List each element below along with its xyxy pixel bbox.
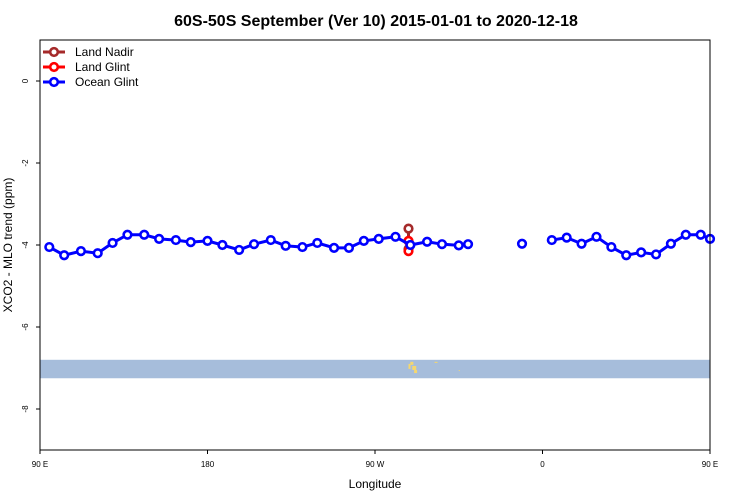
land-nadir-point [403, 223, 414, 234]
ocean-glint-point [280, 240, 291, 251]
ocean-glint-point [606, 241, 617, 253]
land-speck [408, 363, 411, 369]
legend-marker-land-glint [48, 61, 60, 73]
x-axis-label: Longitude [349, 477, 402, 491]
land-speck [414, 370, 418, 374]
ocean-glint-point [139, 229, 150, 240]
land-speck [458, 370, 460, 372]
ocean-glint-point [312, 237, 323, 249]
legend-label-land-nadir: Land Nadir [75, 45, 134, 59]
chart-title: 60S-50S September (Ver 10) 2015-01-01 to… [174, 13, 578, 30]
ocean-glint-point [621, 250, 632, 261]
ocean-glint-point [343, 242, 355, 253]
ocean-glint-point [591, 231, 602, 242]
ocean-glint-point [92, 248, 103, 259]
legend-marker-ocean-glint [48, 76, 60, 88]
y-tick-label: 0 [21, 78, 30, 83]
ocean-glint-point [680, 229, 691, 240]
y-tick-label: -2 [21, 159, 30, 167]
ocean-glint-point [636, 247, 647, 258]
ocean-glint-point [665, 238, 677, 249]
ocean-glint-point [516, 238, 528, 249]
ocean-glint-point [59, 250, 70, 261]
ocean-glint-point [422, 236, 433, 247]
x-tick-label: 90 E [32, 460, 48, 469]
ocean-glint-point [75, 246, 87, 257]
x-tick-label: 0 [540, 460, 545, 469]
ocean-glint-point [453, 240, 464, 251]
ocean-glint-point [217, 239, 228, 251]
land-speck [410, 361, 414, 365]
ocean-glint-point [650, 249, 662, 260]
y-tick-label: -6 [21, 323, 30, 331]
y-tick-label: -4 [21, 241, 30, 249]
ocean-glint-point [576, 238, 587, 249]
legend-label-ocean-glint: Ocean Glint [75, 75, 139, 89]
y-axis: 0 -2 -4 -6 -8 [21, 78, 40, 413]
y-tick-label: -8 [21, 405, 30, 413]
y-axis-label: XCO2 - MLO trend (ppm) [1, 178, 15, 313]
ocean-glint-point [234, 244, 245, 256]
latitude-band [40, 359, 710, 379]
legend-label-land-glint: Land Glint [75, 60, 130, 74]
plot-area [40, 223, 716, 379]
ocean-glint-point [462, 239, 474, 250]
land-speck [434, 361, 438, 363]
ocean-glint-point [390, 231, 401, 242]
x-tick-label: 180 [201, 460, 215, 469]
ocean-glint-point [170, 234, 181, 246]
ocean-glint-point [546, 234, 557, 246]
ocean-glint-point [436, 239, 448, 250]
x-tick-label: 90 E [702, 460, 718, 469]
ocean-glint-point [107, 237, 118, 249]
ocean-glint-point [154, 233, 165, 244]
ocean-glint-point [373, 233, 384, 244]
ocean-glint-point [297, 241, 308, 253]
ocean-glint-point [122, 229, 133, 240]
ocean-glint-point [328, 242, 340, 253]
ocean-glint-line [48, 233, 469, 257]
ocean-glint-point [265, 234, 276, 246]
ocean-glint-point [44, 241, 55, 253]
ocean-glint-point [185, 237, 196, 248]
land-speck [412, 365, 417, 370]
legend-marker-land-nadir [48, 46, 60, 58]
x-tick-label: 90 W [366, 460, 385, 469]
ocean-glint-point [561, 232, 572, 243]
ocean-glint-point [248, 239, 260, 250]
ocean-glint-point [695, 229, 706, 240]
ocean-glint-point [202, 235, 213, 246]
ocean-glint-point [358, 235, 369, 246]
ocean-glint-point [405, 239, 416, 251]
x-axis: 90 E 180 90 W 0 90 E [32, 450, 718, 469]
